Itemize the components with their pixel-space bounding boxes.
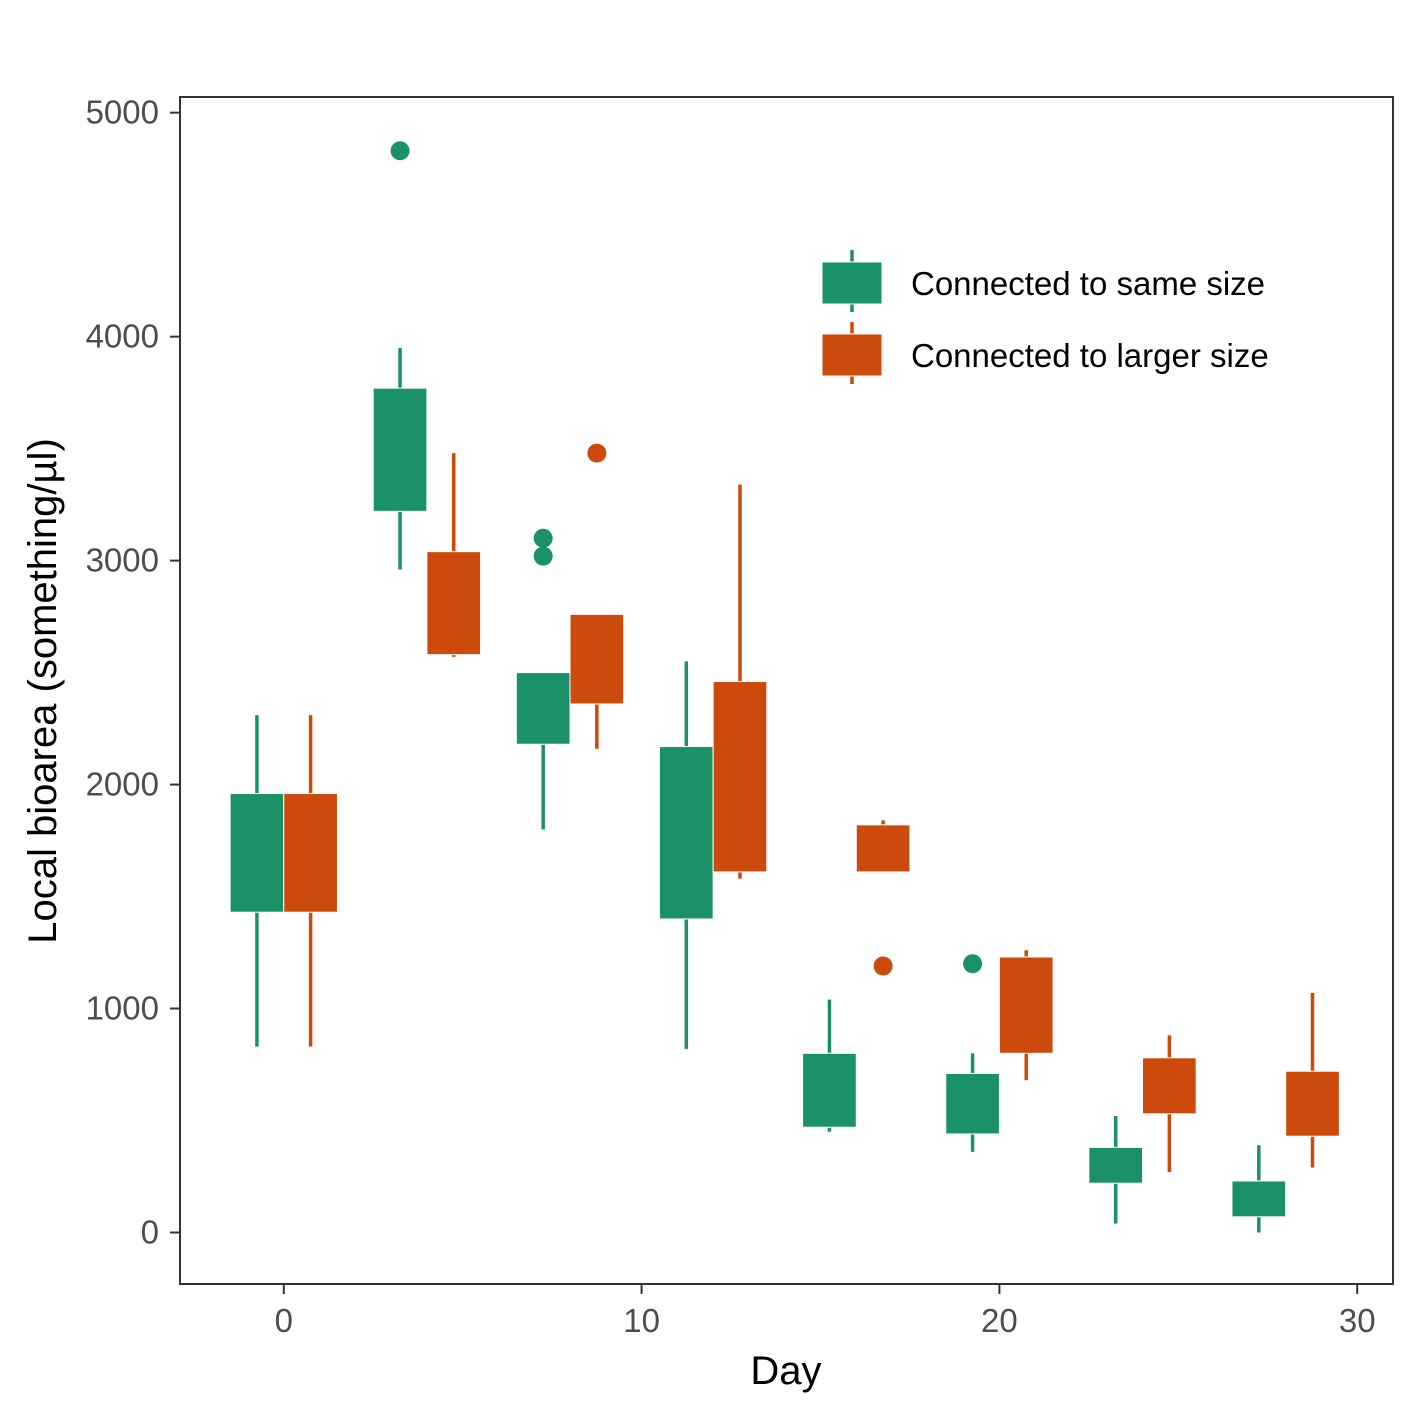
series-group xyxy=(229,141,1287,1233)
plot-border xyxy=(179,96,1394,1285)
legend-key-box xyxy=(821,261,883,305)
box-body xyxy=(515,672,571,745)
outlier-point xyxy=(963,954,983,974)
x-tick-label: 10 xyxy=(623,1302,660,1339)
legend-label: Connected to same size xyxy=(911,265,1265,302)
box-body xyxy=(283,793,338,913)
box-body xyxy=(1231,1180,1287,1218)
series-group xyxy=(283,443,1340,1173)
box-body xyxy=(1088,1146,1144,1184)
box-body xyxy=(426,551,482,656)
legend: Connected to same size Connected to large… xyxy=(821,250,1269,384)
x-tick-label: 20 xyxy=(981,1302,1018,1339)
box-body xyxy=(998,956,1054,1054)
x-tick-label: 30 xyxy=(1339,1302,1376,1339)
y-axis-title: Local bioarea (something/µl) xyxy=(21,438,65,944)
outlier-point xyxy=(873,956,893,976)
outlier-point xyxy=(390,141,410,161)
y-tick-label: 1000 xyxy=(86,990,159,1027)
legend-label: Connected to larger size xyxy=(911,337,1269,374)
box-body xyxy=(229,793,285,913)
x-axis: 0 10 20 30 xyxy=(275,1284,1376,1339)
box-body xyxy=(658,745,714,920)
legend-key-box xyxy=(821,333,883,377)
box-body xyxy=(945,1072,1000,1135)
y-tick-label: 2000 xyxy=(86,766,159,803)
y-tick-label: 4000 xyxy=(86,318,159,355)
y-axis: 0 1000 2000 3000 4000 5000 xyxy=(86,94,180,1250)
box-body xyxy=(802,1052,857,1128)
box-layer xyxy=(229,141,1340,1233)
box-body xyxy=(1142,1057,1197,1115)
outlier-point xyxy=(587,443,607,463)
x-axis-title: Day xyxy=(750,1349,821,1393)
box-body xyxy=(712,681,768,873)
outlier-point xyxy=(533,546,553,566)
box-body xyxy=(372,387,428,512)
y-tick-label: 3000 xyxy=(86,542,159,579)
box-body xyxy=(1285,1070,1340,1137)
x-tick-label: 0 xyxy=(275,1302,293,1339)
outlier-point xyxy=(533,528,553,548)
y-tick-label: 0 xyxy=(141,1213,159,1250)
box-body xyxy=(569,613,625,705)
box-body xyxy=(855,824,911,873)
y-tick-label: 5000 xyxy=(86,94,159,131)
